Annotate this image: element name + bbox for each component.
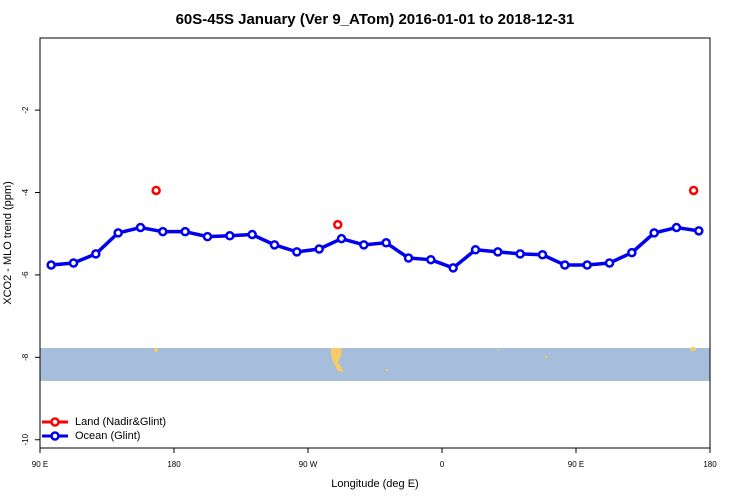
- y-tick-label: -10: [21, 433, 30, 445]
- series-point: [381, 238, 391, 248]
- series-point: [151, 185, 161, 196]
- legend-label: Ocean (Glint): [75, 430, 140, 442]
- map-band: [40, 348, 710, 381]
- series-point: [269, 240, 280, 250]
- legend-marker: [50, 417, 60, 427]
- series-point: [135, 222, 146, 233]
- x-axis-label: Longitude (deg E): [331, 478, 418, 490]
- series-point: [180, 226, 190, 237]
- series-point: [604, 258, 615, 268]
- land-shapes: [154, 347, 696, 372]
- plot-frame: [39, 37, 711, 449]
- series-point: [225, 231, 235, 241]
- y-axis-label: XCO2 - MLO trend (ppm): [2, 181, 14, 304]
- x-tick-label: 180: [703, 460, 717, 469]
- series-point: [247, 229, 257, 240]
- chart-title: 60S-45S January (Ver 9_ATom) 2016-01-01 …: [176, 11, 575, 28]
- series-point: [448, 263, 458, 273]
- legend-marker: [50, 431, 60, 441]
- series-point: [359, 240, 369, 250]
- series-point: [470, 245, 481, 255]
- series-point: [649, 228, 659, 238]
- series-point: [694, 226, 704, 236]
- x-tick-label: 90 E: [568, 460, 584, 469]
- series-point: [333, 219, 343, 230]
- series-point: [46, 260, 56, 270]
- series-point: [314, 244, 324, 254]
- y-tick-label: -6: [21, 271, 30, 279]
- y-tick-label: -2: [21, 106, 30, 114]
- series-point: [671, 222, 682, 233]
- series-point: [688, 185, 699, 196]
- series-point: [336, 233, 347, 244]
- series-point: [537, 249, 548, 260]
- series-point: [91, 249, 101, 259]
- series-point: [493, 247, 503, 257]
- y-tick-label: -4: [21, 188, 30, 196]
- series-point: [158, 226, 168, 237]
- series-line: [51, 225, 700, 270]
- y-tick-label: -8: [21, 353, 30, 361]
- series-point: [627, 247, 637, 258]
- series-point: [202, 231, 213, 242]
- series-point: [68, 258, 79, 268]
- series-point: [113, 228, 123, 238]
- x-tick-label: 90 W: [299, 460, 318, 469]
- series-point: [403, 253, 414, 263]
- series-point: [515, 249, 525, 259]
- legend-label: Land (Nadir&Glint): [75, 416, 166, 428]
- series-point: [426, 254, 436, 265]
- series-point: [560, 260, 570, 270]
- x-tick-label: 180: [167, 460, 181, 469]
- x-tick-label: 0: [440, 460, 445, 469]
- series-point: [292, 247, 302, 257]
- x-tick-label: 90 E: [32, 460, 48, 469]
- series-point: [582, 260, 592, 270]
